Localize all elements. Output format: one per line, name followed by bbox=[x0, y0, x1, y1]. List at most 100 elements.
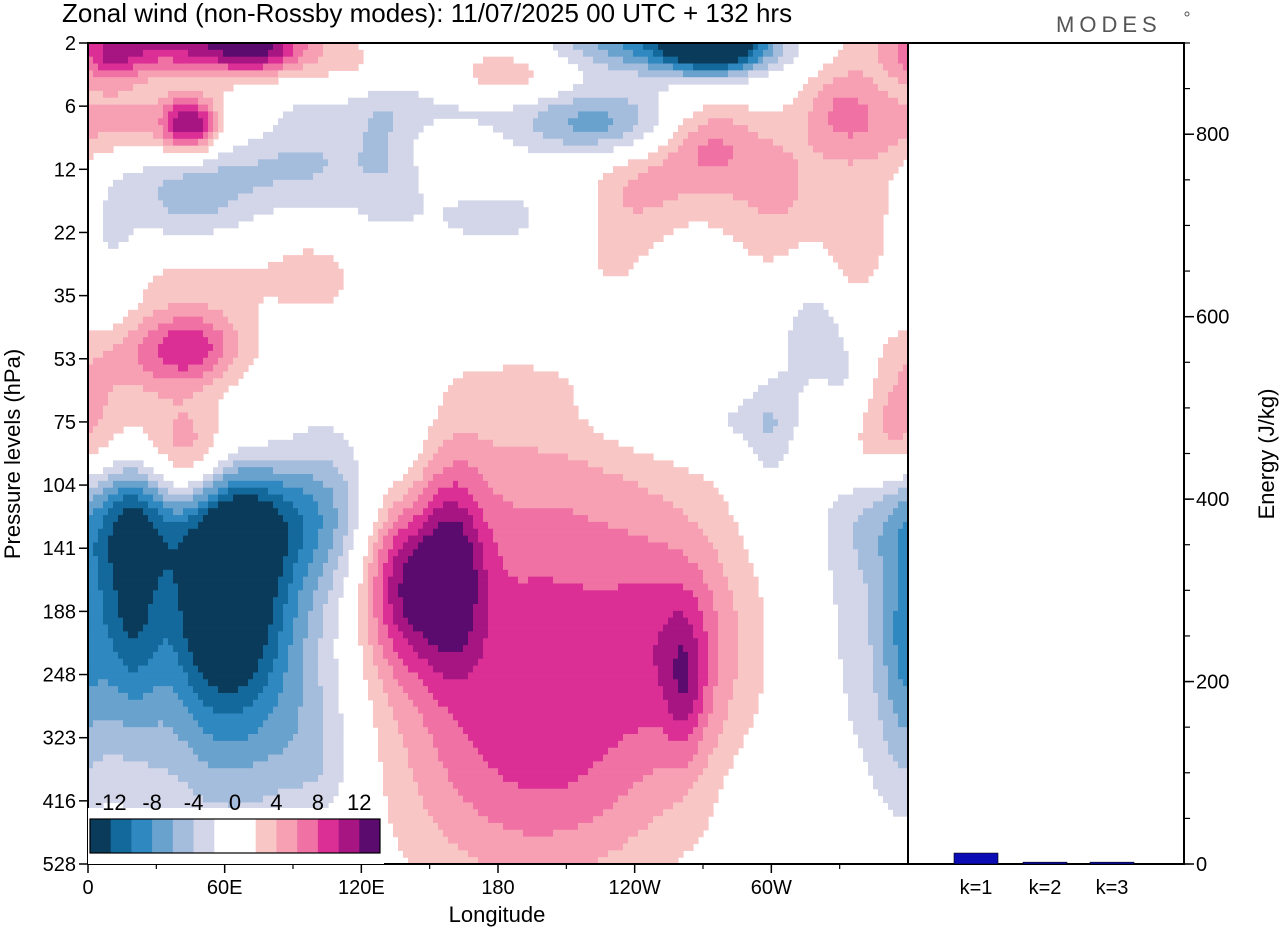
colorbar-swatch bbox=[255, 819, 277, 853]
heatmap-cell bbox=[803, 302, 824, 311]
heatmap-cell bbox=[503, 562, 699, 571]
heatmap-cell bbox=[293, 576, 304, 585]
heatmap-cell bbox=[368, 542, 374, 550]
heatmap-cell bbox=[423, 521, 439, 530]
heatmap-cell bbox=[283, 255, 334, 263]
heatmap-cell bbox=[483, 651, 654, 660]
heatmap-cell bbox=[838, 604, 869, 612]
heatmap-cell bbox=[573, 84, 669, 92]
heatmap-cell bbox=[763, 56, 779, 65]
heatmap-cell bbox=[373, 706, 394, 715]
heatmap-cell bbox=[318, 501, 334, 509]
heatmap-cell bbox=[218, 152, 279, 160]
heatmap-cell bbox=[843, 268, 874, 277]
heatmap-cell bbox=[383, 562, 394, 571]
heatmap-cell bbox=[88, 70, 94, 78]
heatmap-cell bbox=[103, 412, 179, 420]
heatmap-cell bbox=[178, 542, 289, 550]
heatmap-cell bbox=[238, 446, 354, 455]
heatmap-cell bbox=[748, 125, 809, 133]
heatmap-cell bbox=[563, 138, 599, 147]
heatmap-cell bbox=[113, 638, 164, 646]
heatmap-cell bbox=[388, 576, 404, 585]
modes-logo: MODES bbox=[1056, 12, 1162, 37]
heatmap-cell bbox=[88, 152, 94, 160]
heatmap-cell bbox=[423, 631, 469, 639]
heatmap-cell bbox=[633, 49, 654, 58]
heatmap-cell bbox=[388, 590, 399, 598]
heatmap-cell bbox=[253, 186, 419, 195]
heatmap-cell bbox=[308, 562, 324, 571]
heatmap-cell bbox=[108, 391, 159, 400]
heatmap-cell bbox=[608, 49, 634, 58]
heatmap-cell bbox=[683, 645, 699, 653]
heatmap-cell bbox=[163, 357, 204, 366]
heatmap-cell bbox=[548, 104, 639, 113]
heatmap-cell bbox=[678, 679, 689, 687]
heatmap-cell bbox=[773, 426, 794, 434]
heatmap-cell bbox=[693, 631, 709, 639]
heatmap-cell bbox=[883, 419, 909, 427]
heatmap-cell bbox=[653, 651, 679, 660]
heatmap-cell bbox=[103, 515, 119, 523]
heatmap-cell bbox=[88, 597, 104, 605]
heatmap-cell bbox=[88, 781, 189, 790]
logo-registered-mark bbox=[1184, 11, 1190, 17]
heatmap-cell bbox=[598, 207, 634, 215]
heatmap-cell bbox=[203, 371, 224, 379]
heatmap-cell bbox=[808, 125, 834, 133]
heatmap-cell bbox=[858, 562, 884, 571]
heatmap-cell bbox=[783, 49, 799, 58]
heatmap-cell bbox=[388, 145, 414, 154]
colorbar-swatch bbox=[131, 819, 153, 853]
heatmap-cell bbox=[383, 761, 409, 769]
heatmap-cell bbox=[398, 583, 479, 591]
heatmap-cell bbox=[753, 43, 759, 51]
heatmap-cell bbox=[648, 822, 709, 831]
heatmap-cell bbox=[728, 412, 764, 420]
heatmap-cell bbox=[88, 583, 99, 591]
heatmap-cell bbox=[663, 727, 694, 735]
heatmap-cell bbox=[163, 535, 184, 544]
heatmap-cell bbox=[458, 200, 524, 208]
heatmap-cell bbox=[323, 692, 339, 701]
heatmap-cell bbox=[218, 166, 324, 174]
heatmap-cell bbox=[868, 631, 884, 639]
heatmap-cell bbox=[828, 515, 859, 523]
heatmap-cell bbox=[898, 556, 909, 564]
heatmap-cell bbox=[298, 706, 324, 715]
heatmap-cell bbox=[143, 316, 174, 325]
heatmap-cell bbox=[898, 597, 909, 605]
energy-tick-label: 800 bbox=[1196, 124, 1229, 146]
heatmap-cell bbox=[728, 699, 759, 708]
heatmap-cell bbox=[663, 56, 679, 65]
heatmap-cell bbox=[203, 357, 219, 366]
heatmap-cell bbox=[703, 706, 714, 715]
heatmap-cell bbox=[823, 84, 879, 92]
heatmap-cell bbox=[88, 740, 189, 749]
heatmap-cell bbox=[338, 515, 349, 523]
heatmap-cell bbox=[698, 651, 709, 660]
heatmap-cell bbox=[828, 508, 864, 516]
heatmap-cell bbox=[643, 775, 699, 783]
heatmap-cell bbox=[118, 590, 154, 598]
heatmap-cell bbox=[373, 720, 399, 728]
heatmap-cell bbox=[658, 631, 694, 639]
heatmap-cell bbox=[178, 651, 194, 660]
heatmap-cell bbox=[643, 43, 659, 51]
heatmap-cell bbox=[283, 624, 294, 632]
heatmap-cell bbox=[658, 672, 674, 680]
heatmap-cell bbox=[168, 638, 189, 646]
heatmap-cell bbox=[268, 261, 339, 270]
heatmap-cell bbox=[478, 118, 534, 126]
heatmap-cell bbox=[183, 665, 199, 674]
heatmap-cell bbox=[388, 508, 404, 516]
heatmap-cell bbox=[88, 706, 189, 715]
heatmap-cell bbox=[838, 651, 874, 660]
heatmap-cell bbox=[383, 569, 394, 578]
heatmap-cell bbox=[118, 610, 149, 619]
heatmap-cell bbox=[183, 624, 269, 632]
energy-tick-label: 200 bbox=[1196, 672, 1229, 694]
colorbar-swatch bbox=[338, 819, 360, 853]
heatmap-cell bbox=[298, 508, 319, 516]
